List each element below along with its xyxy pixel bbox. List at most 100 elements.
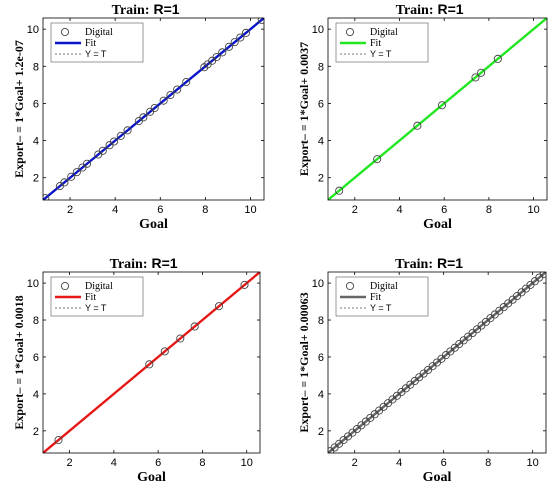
x-tick-label: 8	[486, 204, 492, 216]
data-point	[212, 52, 221, 62]
x-tick-label: 10	[241, 457, 253, 469]
x-tick-label: 6	[441, 204, 447, 216]
x-tick-label: 6	[155, 457, 161, 469]
x-tick-label: 2	[352, 457, 358, 469]
chart-title-value: R=1	[154, 1, 180, 17]
y-axis-label: Export– = 1*Goal+ 0.0037	[297, 42, 311, 176]
chart-title-prefix: Train:	[396, 3, 434, 18]
chart-title-prefix: Train:	[110, 257, 148, 272]
x-tick-label: 2	[352, 204, 358, 216]
axes-frame	[42, 17, 265, 201]
data-point	[150, 104, 159, 113]
x-axis-label: Goal	[139, 217, 168, 232]
chart-title-prefix: Train:	[395, 257, 433, 272]
data-point	[160, 347, 169, 356]
data-point	[109, 137, 119, 146]
data-point	[373, 155, 382, 164]
y-tick-label: 4	[33, 389, 39, 401]
plot-content	[43, 18, 264, 200]
legend-label-fit: Fit	[370, 38, 381, 49]
legend-label-fit: Fit	[85, 38, 96, 49]
regression-panel: 2 4 6 8 10 2 4 6 8 10 Train: R=1 Goal Export– = 1*Goa…	[12, 255, 261, 485]
legend-label-digital: Digital	[370, 27, 398, 38]
y-tick-label: 8	[33, 315, 39, 327]
y-tick-label: 8	[318, 61, 324, 73]
x-tick-label: 10	[527, 204, 539, 216]
legend-label-identity: Y = T	[85, 49, 107, 59]
y-tick-label: 10	[27, 278, 39, 290]
chart-title-value: R=1	[437, 255, 463, 271]
legend-marker-digital	[345, 281, 355, 291]
y-tick-label: 4	[33, 136, 39, 148]
y-axis-label: Export– = 1*Goal+ 0.00063	[297, 292, 311, 432]
data-point	[72, 168, 81, 177]
data-point	[139, 113, 148, 122]
legend-label-identity: Y = T	[370, 49, 392, 59]
fit-line	[43, 272, 260, 453]
data-point	[230, 38, 239, 47]
data-point	[123, 126, 132, 135]
data-point	[145, 360, 154, 369]
y-tick-label: 4	[318, 136, 324, 148]
y-tick-label: 2	[318, 426, 324, 438]
y-axis-label: Export– = 1*Goal+ 1.2e-07	[12, 40, 26, 178]
regression-panel: 2 4 6 8 10 2 4 6 8 10 Train: R=1 Goal Export– = 1*Goa…	[297, 255, 547, 485]
y-tick-label: 10	[27, 24, 39, 36]
x-tick-label: 8	[199, 457, 205, 469]
data-point	[67, 172, 76, 181]
data-point	[176, 334, 185, 343]
y-tick-label: 2	[318, 173, 324, 185]
x-tick-label: 6	[441, 457, 447, 469]
x-axis-label: Goal	[137, 470, 166, 485]
y-tick-label: 10	[312, 278, 324, 290]
data-point	[257, 18, 264, 24]
data-point	[214, 302, 224, 311]
plot-content	[328, 18, 547, 200]
x-tick-label: 2	[67, 457, 73, 469]
legend-label-identity: Y = T	[85, 303, 107, 313]
data-point	[190, 322, 199, 331]
plot-content	[328, 272, 546, 453]
data-point	[241, 28, 251, 37]
x-tick-label: 8	[485, 457, 491, 469]
y-tick-label: 8	[318, 315, 324, 327]
legend-label-identity: Y = T	[370, 303, 392, 313]
axes-frame	[327, 271, 547, 454]
data-point	[493, 54, 502, 63]
y-tick-label: 6	[33, 98, 39, 110]
chart-title-prefix: Train:	[112, 3, 150, 18]
data-point	[43, 194, 50, 200]
legend-marker-digital	[60, 281, 70, 291]
regression-panel: 2 4 6 8 10 2 4 6 8 10 Train: R=1 Goal Export– = 1*Goa…	[297, 1, 548, 232]
legend-label-digital: Digital	[370, 281, 398, 292]
data-point	[60, 178, 69, 187]
data-point	[54, 436, 63, 445]
data-point	[335, 186, 344, 195]
y-axis-label: Export– = 1*Goal+ 0.0018	[12, 295, 26, 429]
x-tick-label: 8	[202, 204, 208, 216]
data-point	[173, 85, 182, 94]
data-point	[437, 101, 447, 110]
data-point	[477, 68, 486, 77]
data-point	[236, 33, 245, 42]
legend-marker-digital	[60, 27, 70, 37]
x-tick-label: 4	[396, 204, 402, 216]
data-point	[82, 159, 92, 168]
x-axis-label: Goal	[423, 470, 452, 485]
x-tick-label: 2	[67, 204, 73, 216]
legend-marker-digital	[345, 27, 355, 37]
x-tick-label: 10	[244, 204, 256, 216]
chart-title-value: R=1	[438, 1, 464, 17]
data-point	[224, 42, 234, 51]
data-point	[166, 91, 175, 100]
x-axis-label: Goal	[423, 217, 452, 232]
data-point	[240, 280, 249, 289]
x-tick-label: 6	[157, 204, 163, 216]
x-tick-label: 10	[527, 457, 539, 469]
legend-label-digital: Digital	[85, 281, 113, 292]
data-point	[539, 272, 546, 278]
plot-content	[43, 272, 260, 453]
x-tick-label: 4	[111, 457, 117, 469]
x-tick-label: 4	[112, 204, 118, 216]
